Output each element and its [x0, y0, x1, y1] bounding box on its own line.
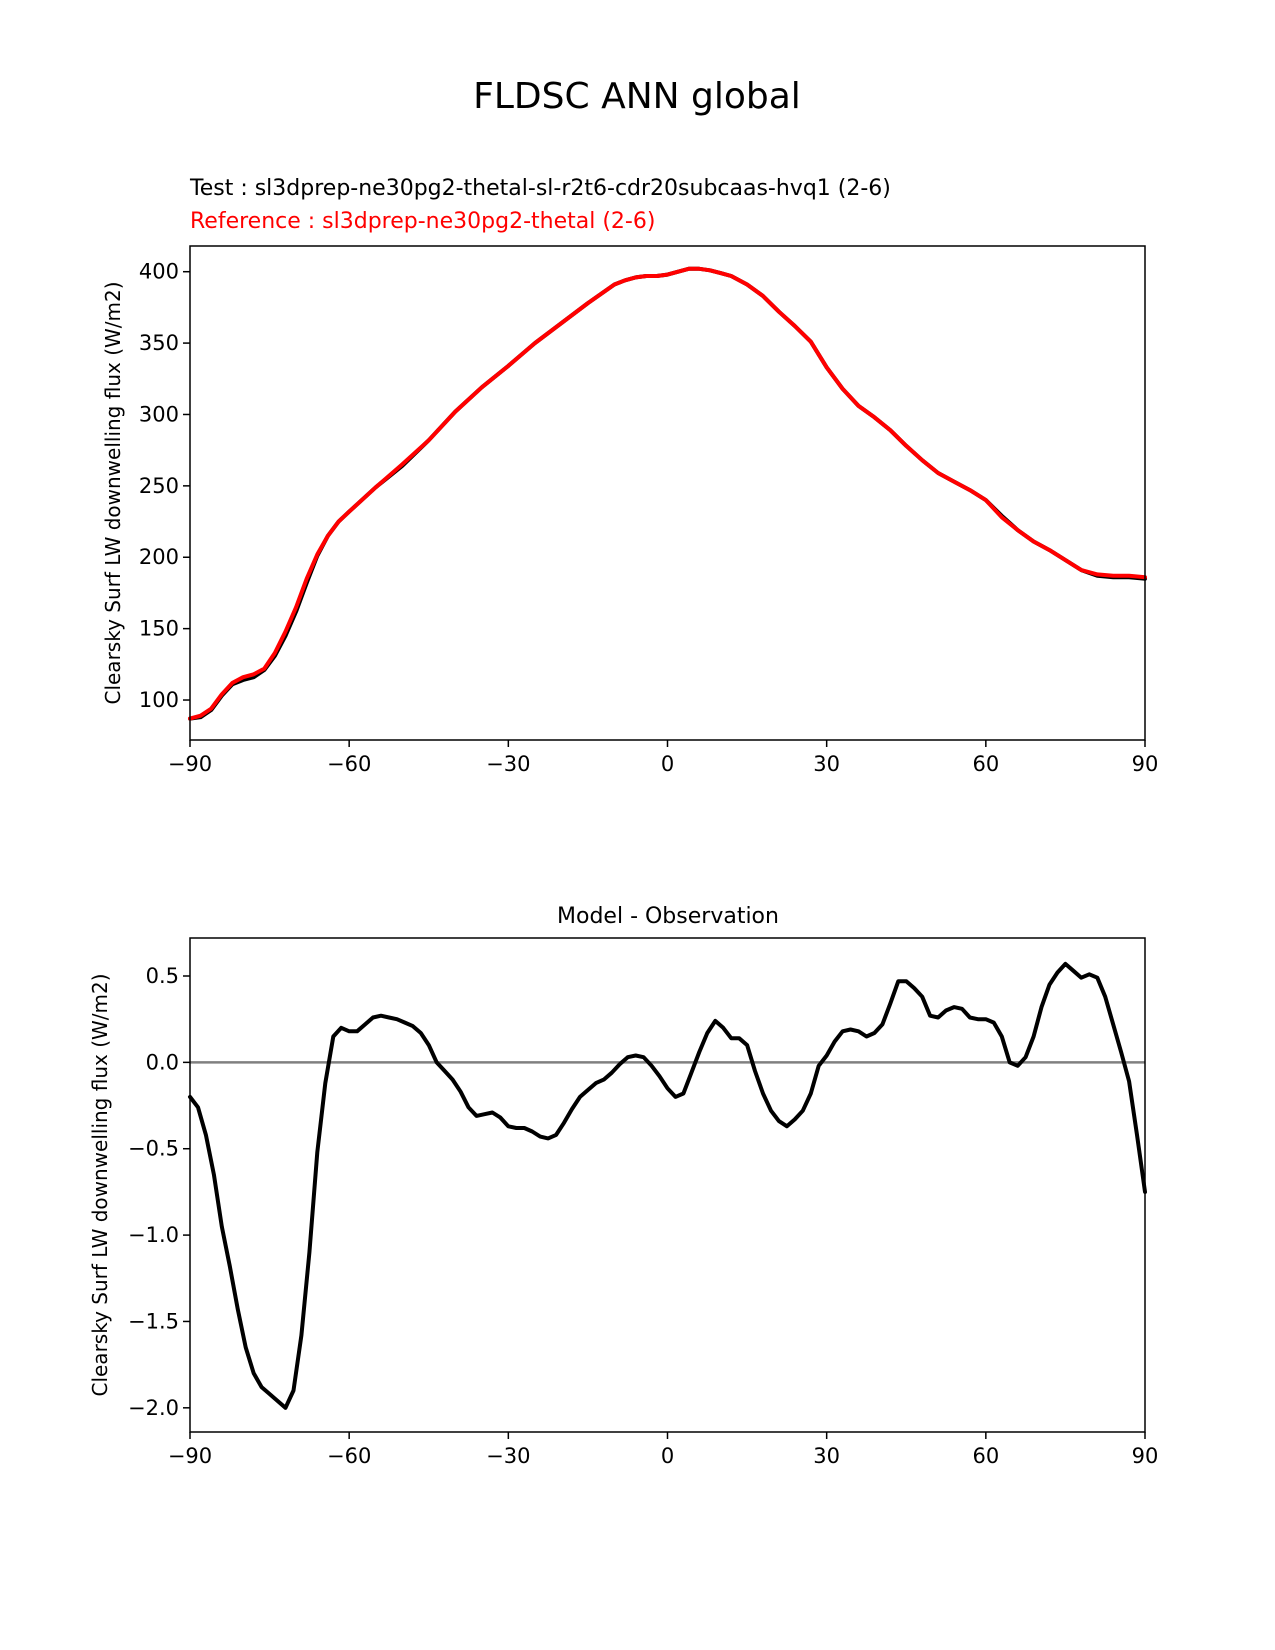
- x-tick-label: 30: [813, 752, 840, 776]
- x-tick-label: −60: [327, 1444, 371, 1468]
- y-tick-label: 0.0: [146, 1050, 179, 1074]
- plot-frame: [189, 937, 1146, 1433]
- x-tick-label: 90: [1132, 752, 1159, 776]
- test-label: Test : sl3dprep-ne30pg2-thetal-sl-r2t6-c…: [189, 176, 891, 201]
- x-tick-label: 60: [972, 1444, 999, 1468]
- y-tick-label: 150: [139, 617, 179, 641]
- y-tick-label: −2.0: [128, 1396, 179, 1420]
- x-tick-label: −90: [168, 1444, 212, 1468]
- figure-title: FLDSC ANN global: [473, 76, 801, 117]
- x-tick-label: 90: [1132, 1444, 1159, 1468]
- y-tick-label: −1.5: [128, 1309, 179, 1333]
- x-tick-label: 0: [661, 752, 674, 776]
- x-tick-label: −90: [168, 752, 212, 776]
- x-tick-label: −30: [486, 1444, 530, 1468]
- plot-frame: [189, 245, 1146, 741]
- series-line-model-observation: [188, 961, 1147, 1410]
- x-tick-label: 0: [661, 1444, 674, 1468]
- y-axis-label: Clearsky Surf LW downwelling flux (W/m2): [88, 973, 112, 1396]
- reference-label: Reference : sl3dprep-ne30pg2-thetal (2-6…: [190, 209, 655, 234]
- top-plot: −90 −60 −30 0 30 60 90 100 150 200 250 300 350 400 Cle…: [101, 245, 1159, 776]
- y-tick-label: 100: [139, 688, 179, 712]
- y-tick-label: 0.5: [146, 964, 179, 988]
- bottom-plot: −90 −60 −30 0 30 60 90 0.5 0.0 −0.5 −1.0 −1.5 −2.0 Cl…: [88, 937, 1159, 1468]
- y-tick-label: 300: [139, 402, 179, 426]
- x-tick-label: 60: [972, 752, 999, 776]
- series-line-test: [188, 266, 1147, 721]
- bottom-plot-title: Model - Observation: [557, 904, 779, 929]
- y-tick-label: 200: [139, 545, 179, 569]
- y-tick-label: 250: [139, 474, 179, 498]
- y-tick-label: −1.0: [128, 1223, 179, 1247]
- y-tick-label: −0.5: [128, 1137, 179, 1161]
- y-axis-label: Clearsky Surf LW downwelling flux (W/m2): [101, 281, 125, 704]
- x-tick-label: −30: [486, 752, 530, 776]
- y-tick-label: 350: [139, 331, 179, 355]
- x-tick-label: 30: [813, 1444, 840, 1468]
- series-line-reference: [188, 266, 1147, 721]
- x-tick-label: −60: [327, 752, 371, 776]
- y-tick-label: 400: [139, 260, 179, 284]
